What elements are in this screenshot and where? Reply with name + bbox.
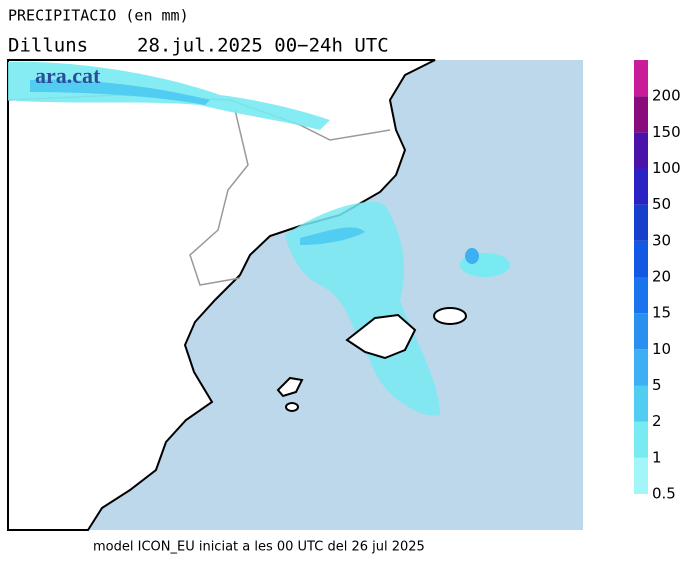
legend-label: 30 — [652, 231, 671, 249]
legend-swatch — [634, 457, 648, 494]
legend-label: 100 — [652, 159, 681, 177]
precip-area — [30, 79, 210, 105]
legend-label: 15 — [652, 304, 671, 322]
legend-label: 0.5 — [652, 485, 676, 503]
border — [189, 109, 249, 286]
legend-swatch — [634, 204, 648, 241]
island — [433, 307, 467, 325]
legend-label: 1 — [652, 448, 662, 466]
title: PRECIPITACIO (en mm) — [8, 7, 189, 25]
legend-label: 2 — [652, 412, 662, 430]
legend-swatch — [634, 421, 648, 458]
map: ara.cat — [7, 59, 583, 531]
legend-swatch — [634, 313, 648, 350]
legend-swatch — [634, 96, 648, 133]
legend-swatch — [634, 132, 648, 169]
legend-label: 150 — [652, 123, 681, 141]
legend-swatch — [634, 168, 648, 205]
land — [7, 59, 436, 531]
legend-swatch — [634, 60, 648, 97]
legend-swatch — [634, 385, 648, 422]
footer: model ICON_EU iniciat a les 00 UTC del 2… — [93, 540, 425, 555]
legend-swatch — [634, 349, 648, 386]
period: 28.jul.2025 00−24h UTC — [137, 35, 389, 57]
island — [285, 402, 299, 412]
legend-label: 200 — [652, 87, 681, 105]
legend: 0.5 1 2 5 10 15 20 30 50 100 150 200 — [634, 60, 681, 503]
island — [345, 313, 417, 360]
precip-area — [465, 248, 479, 264]
legend-label: 10 — [652, 340, 671, 358]
legend-swatch — [634, 277, 648, 314]
day: Dilluns — [8, 35, 88, 57]
logo: ara.cat — [35, 63, 101, 88]
legend-label: 20 — [652, 268, 671, 286]
island — [276, 376, 304, 398]
legend-label: 5 — [652, 376, 662, 394]
legend-swatch — [634, 240, 648, 277]
precip-area — [285, 201, 440, 416]
legend-label: 50 — [652, 195, 671, 213]
precip-area — [300, 227, 365, 245]
